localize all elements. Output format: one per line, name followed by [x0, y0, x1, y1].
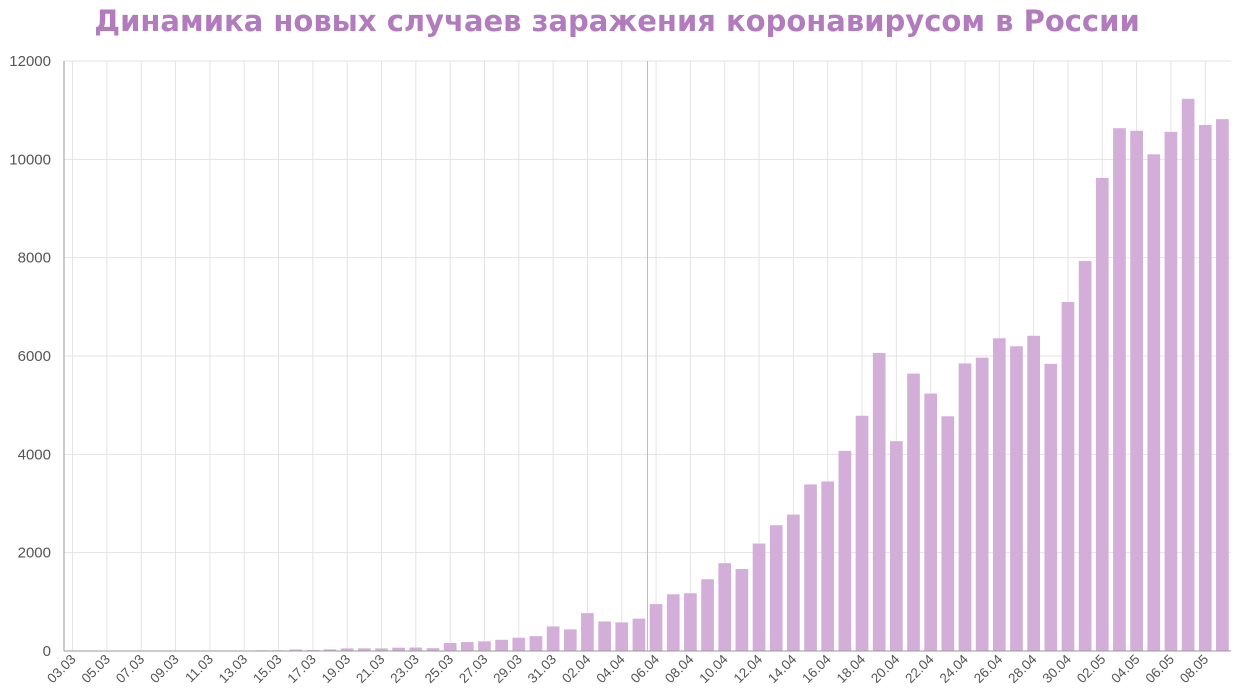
- bar: [289, 649, 303, 651]
- bar: [478, 641, 491, 651]
- bar: [787, 514, 800, 651]
- x-tick-label: 25.03: [422, 652, 457, 687]
- bar: [752, 543, 766, 651]
- bar: [684, 593, 697, 651]
- x-tick-label: 12.04: [731, 651, 766, 686]
- x-tick-label: 19.03: [319, 652, 354, 687]
- x-tick-label: 27.03: [456, 652, 491, 687]
- x-tick-label: 18.04: [834, 651, 869, 686]
- bar: [1164, 131, 1178, 651]
- bar: [632, 618, 646, 651]
- x-tick-label: 07.03: [113, 652, 148, 687]
- bar: [649, 604, 663, 651]
- bar: [992, 338, 1006, 651]
- x-tick-label: 28.04: [1005, 651, 1040, 686]
- bar: [907, 373, 920, 651]
- bar: [718, 563, 732, 651]
- bar: [1095, 177, 1109, 651]
- bar: [1147, 154, 1161, 651]
- bar: [1044, 363, 1058, 651]
- bar: [409, 647, 423, 651]
- bar: [1130, 130, 1143, 651]
- x-tick-label: 11.03: [182, 652, 216, 686]
- x-tick-label: 23.03: [387, 652, 422, 687]
- x-tick-label: 02.04: [559, 651, 594, 686]
- bar: [889, 441, 903, 651]
- x-tick-label: 17.03: [284, 652, 319, 687]
- bar: [615, 622, 629, 651]
- bar: [1078, 260, 1092, 651]
- chart-title: Динамика новых случаев заражения коронав…: [94, 4, 1140, 38]
- x-tick-label: 05.03: [79, 652, 114, 687]
- bar: [735, 569, 749, 651]
- bar: [323, 649, 337, 651]
- bar: [666, 594, 680, 651]
- y-tick-label: 12000: [9, 53, 51, 70]
- x-tick-label: 20.04: [868, 651, 903, 686]
- bar: [495, 639, 508, 651]
- y-tick-label: 2000: [18, 545, 51, 562]
- bar: [426, 648, 440, 651]
- x-tick-label: 08.05: [1177, 652, 1212, 687]
- bar: [855, 415, 869, 651]
- x-tick-label: 10.04: [696, 651, 731, 686]
- bar: [375, 648, 388, 651]
- bar: [821, 481, 835, 651]
- bar: [1181, 98, 1195, 652]
- x-tick-label: 22.04: [902, 651, 937, 686]
- bar: [924, 393, 938, 651]
- x-tick-label: 16.04: [799, 651, 834, 686]
- bar: [340, 648, 354, 651]
- bar: [838, 450, 852, 651]
- x-tick-label: 30.04: [1040, 651, 1075, 686]
- bar: [1010, 346, 1023, 651]
- y-tick-label: 0: [43, 643, 51, 660]
- bar: [872, 353, 886, 651]
- x-tick-label: 31.03: [525, 652, 560, 687]
- x-tick-label: 06.05: [1143, 652, 1178, 687]
- y-tick-label: 8000: [18, 250, 51, 267]
- bar: [581, 613, 594, 651]
- x-tick-label: 14.04: [765, 651, 800, 686]
- bar: [769, 525, 783, 651]
- bar: [529, 636, 543, 651]
- bar: [1027, 335, 1040, 651]
- y-tick-label: 10000: [9, 151, 51, 168]
- bar: [804, 484, 817, 651]
- bar: [975, 357, 989, 651]
- bar: [512, 637, 526, 651]
- bar: [1061, 301, 1075, 651]
- bar: [306, 649, 320, 651]
- x-tick-label: 26.04: [971, 651, 1006, 686]
- bar: [958, 363, 972, 651]
- x-tick-label: 09.03: [147, 652, 182, 687]
- x-tick-label: 08.04: [662, 651, 697, 686]
- x-tick-label: 15.03: [250, 652, 285, 687]
- bar: [563, 629, 577, 651]
- bar: [598, 621, 611, 651]
- bar: [460, 642, 474, 651]
- y-tick-label: 4000: [18, 446, 51, 463]
- x-tick-label: 04.05: [1108, 652, 1143, 687]
- bar: [1216, 119, 1229, 651]
- bar: [701, 579, 714, 651]
- x-tick-label: 02.05: [1074, 652, 1109, 687]
- x-tick-label: 29.03: [490, 652, 525, 687]
- bar: [546, 626, 560, 651]
- bar: [392, 647, 406, 651]
- bar: [1198, 124, 1212, 652]
- x-tick-label: 21.03: [353, 652, 388, 687]
- bar: [1113, 128, 1126, 652]
- bar: [941, 416, 955, 651]
- bar: [357, 648, 371, 651]
- x-tick-label: 06.04: [628, 651, 663, 686]
- bar: [443, 642, 457, 651]
- x-tick-label: 04.04: [593, 651, 628, 686]
- x-tick-label: 24.04: [937, 651, 972, 686]
- x-tick-label: 13.03: [216, 652, 251, 687]
- y-tick-label: 6000: [18, 348, 51, 365]
